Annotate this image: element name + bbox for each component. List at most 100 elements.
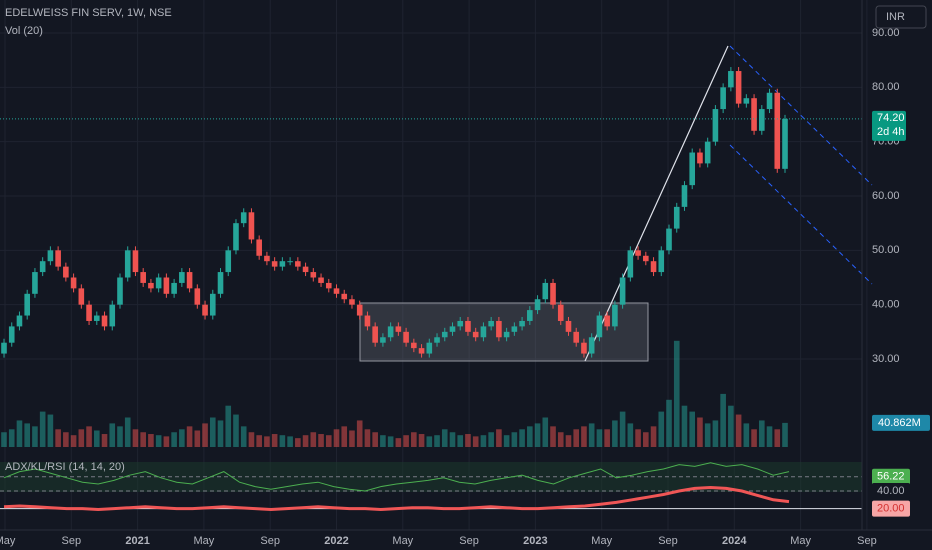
volume-bar <box>697 417 703 447</box>
volume-bar <box>349 430 355 447</box>
currency-button[interactable] <box>875 5 927 29</box>
level-tag <box>872 500 910 517</box>
volume-bar <box>426 436 433 447</box>
volume-bar <box>774 429 781 447</box>
volume-bar <box>70 435 77 447</box>
trend-line <box>584 45 729 362</box>
candle <box>697 152 703 164</box>
time-tick-label: May <box>392 535 413 547</box>
volume-bar <box>457 435 464 447</box>
volume-bar <box>681 405 688 447</box>
candle <box>480 326 487 338</box>
time-tick-label: May <box>790 535 811 547</box>
candle <box>496 320 502 338</box>
volume-bar <box>728 405 734 447</box>
candle <box>295 261 301 267</box>
volume-bar <box>148 434 154 447</box>
volume-bar <box>356 420 363 447</box>
volume-bar <box>395 438 402 447</box>
volume-bar <box>47 414 54 447</box>
volume-bar <box>117 426 123 447</box>
candle <box>209 293 216 316</box>
volume-bar <box>511 432 518 447</box>
volume-bar <box>387 436 394 447</box>
volume-bar <box>612 420 618 447</box>
volume-bar <box>704 423 711 447</box>
volume-bar <box>418 434 425 447</box>
volume-last-label: 40.862M <box>878 417 921 429</box>
volume-bar <box>480 435 487 447</box>
volume-bar <box>534 423 541 447</box>
candle <box>689 152 696 186</box>
volume-bar <box>225 405 232 447</box>
candle <box>325 282 332 289</box>
candle <box>1 342 7 354</box>
volume-bar <box>39 411 46 447</box>
price-tick-label: 30.00 <box>872 353 900 365</box>
candle <box>774 92 781 169</box>
volume-bar <box>194 430 201 447</box>
time-tick-label: 2022 <box>324 535 348 547</box>
volume-bar <box>55 429 61 447</box>
volume-bar <box>248 432 255 447</box>
volume-bar <box>63 432 69 447</box>
candle <box>148 282 154 289</box>
volume-bar <box>743 423 750 447</box>
level-tag <box>872 483 910 499</box>
volume-bar <box>318 434 324 447</box>
time-tick-label: Sep <box>459 535 479 547</box>
candle <box>256 239 262 256</box>
candle <box>8 326 15 343</box>
volume-bar <box>256 435 262 447</box>
candle <box>86 304 92 321</box>
volume-bar <box>759 420 765 447</box>
time-tick-label: Sep <box>658 535 678 547</box>
volume-bar <box>86 426 92 447</box>
volume-bar <box>735 414 742 447</box>
candle <box>349 299 355 305</box>
volume-bar <box>673 340 680 447</box>
candle <box>728 71 734 88</box>
volume-bar <box>240 426 247 447</box>
candle <box>418 348 425 354</box>
candle <box>650 261 657 273</box>
currency-label: INR <box>886 11 905 23</box>
volume-bar <box>132 429 139 447</box>
time-tick-label: May <box>0 535 16 547</box>
volume-bar <box>1 432 7 447</box>
candle <box>264 255 270 262</box>
indicator-label: ADX/KL/RSI (14, 14, 20) <box>5 461 125 473</box>
candle <box>573 331 580 343</box>
candle <box>472 331 479 338</box>
volume-bar <box>16 420 23 447</box>
candle <box>78 288 85 305</box>
candle <box>550 282 556 305</box>
volume-bar <box>650 426 657 447</box>
channel-top <box>729 45 873 186</box>
volume-bar <box>403 435 409 447</box>
candle <box>248 212 255 240</box>
candle <box>16 315 23 327</box>
volume-bar <box>302 435 309 447</box>
volume-bar <box>233 414 239 447</box>
candle <box>465 320 471 332</box>
volume-bar <box>488 432 494 447</box>
volume-bar <box>155 435 162 447</box>
volume-tag <box>872 414 930 431</box>
level-label: 20.00 <box>877 503 905 515</box>
volume-bar <box>658 411 665 447</box>
candle <box>380 337 386 343</box>
volume-bar <box>542 417 549 447</box>
volume-bar <box>310 432 317 447</box>
time-tick-label: 2023 <box>523 535 547 547</box>
volume-bar <box>271 434 278 447</box>
volume-bar <box>364 429 371 447</box>
candle <box>782 118 788 169</box>
candle <box>302 266 309 273</box>
candle <box>225 250 232 273</box>
price-tick-label: 50.00 <box>872 244 900 256</box>
volume-bar <box>24 423 30 447</box>
volume-bar <box>411 432 417 447</box>
candle <box>434 337 440 343</box>
